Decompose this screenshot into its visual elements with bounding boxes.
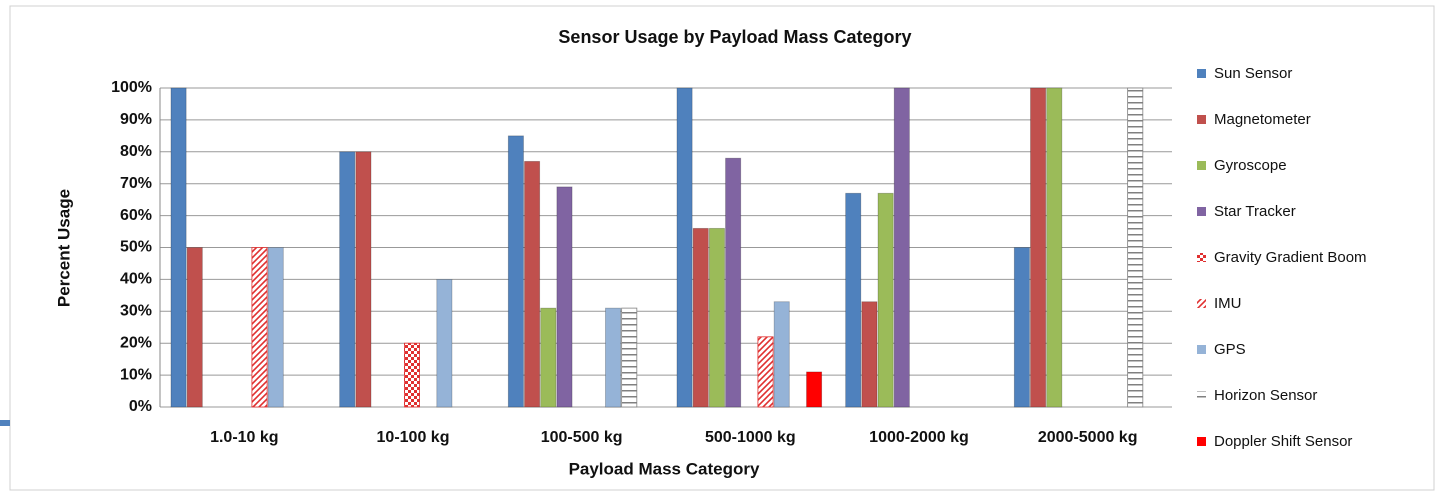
bar [725, 157, 742, 408]
legend-swatch [1197, 207, 1206, 216]
x-tick-label: 10-100 kg [377, 429, 450, 446]
legend-label: IMU [1214, 295, 1242, 312]
bar [757, 336, 774, 408]
bar [339, 151, 356, 408]
bar [692, 227, 709, 408]
y-tick-label: 80% [120, 143, 152, 160]
bar [1046, 87, 1063, 408]
bar [524, 160, 541, 408]
bar [1030, 87, 1047, 408]
bar [621, 307, 638, 408]
bar [186, 247, 203, 408]
legend-label: Gyroscope [1214, 157, 1287, 174]
y-tick-label: 20% [120, 334, 152, 351]
bar [806, 371, 823, 408]
edge-decoration [0, 420, 10, 426]
y-tick-label: 0% [129, 398, 152, 415]
legend-swatch [1197, 161, 1206, 170]
x-tick-label: 2000-5000 kg [1038, 429, 1138, 446]
legend-label: Sun Sensor [1214, 65, 1292, 82]
bar [556, 186, 573, 408]
y-tick-label: 100% [111, 79, 152, 96]
bar [251, 247, 268, 408]
y-tick-label: 70% [120, 175, 152, 192]
bar [845, 192, 862, 408]
legend-swatch [1197, 69, 1206, 78]
legend-swatch [1197, 437, 1206, 446]
x-tick-label: 1000-2000 kg [869, 429, 969, 446]
bar [877, 192, 894, 408]
bar [605, 307, 622, 408]
y-tick-label: 60% [120, 207, 152, 224]
bar [170, 87, 187, 408]
bar [403, 342, 420, 408]
legend-label: Horizon Sensor [1214, 387, 1317, 404]
y-tick-label: 40% [120, 271, 152, 288]
bar [436, 278, 453, 408]
bar [540, 307, 557, 408]
bar [861, 301, 878, 408]
x-tick-label: 100-500 kg [541, 429, 623, 446]
x-axis-title: Payload Mass Category [569, 459, 760, 478]
y-tick-label: 90% [120, 111, 152, 128]
bar [676, 87, 693, 408]
bar [893, 87, 910, 408]
x-tick-label: 500-1000 kg [705, 429, 796, 446]
bar [1127, 87, 1144, 408]
legend-label: Doppler Shift Sensor [1214, 433, 1352, 450]
bar [355, 151, 372, 408]
chart-title: Sensor Usage by Payload Mass Category [558, 27, 911, 47]
legend-label: GPS [1214, 341, 1246, 358]
y-tick-label: 30% [120, 303, 152, 320]
legend-swatch [1197, 253, 1206, 262]
legend-swatch [1197, 391, 1206, 400]
legend-swatch [1197, 299, 1206, 308]
y-tick-label: 10% [120, 366, 152, 383]
bar [708, 227, 725, 408]
legend-label: Gravity Gradient Boom [1214, 249, 1367, 266]
bar [773, 301, 790, 408]
y-tick-label: 50% [120, 239, 152, 256]
bar [1013, 247, 1030, 408]
y-axis-title: Percent Usage [54, 189, 73, 307]
bar [507, 135, 524, 408]
bar [267, 247, 284, 408]
legend-swatch [1197, 115, 1206, 124]
legend-label: Magnetometer [1214, 111, 1311, 128]
legend-swatch [1197, 345, 1206, 354]
x-tick-label: 1.0-10 kg [210, 429, 278, 446]
legend-label: Star Tracker [1214, 203, 1296, 220]
